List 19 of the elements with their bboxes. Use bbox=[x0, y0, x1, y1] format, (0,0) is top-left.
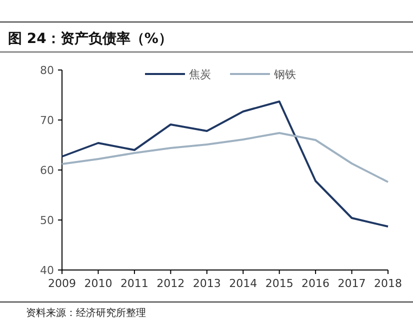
x-tick-label: 2011 bbox=[120, 277, 148, 290]
x-tick-label: 2013 bbox=[192, 277, 221, 290]
y-tick-label: 50 bbox=[40, 214, 54, 227]
legend-label: 钢铁 bbox=[273, 68, 296, 81]
y-tick-label: 80 bbox=[40, 64, 54, 77]
title: 图 24：资产负债率（%） bbox=[8, 31, 172, 47]
x-tick-label: 2014 bbox=[229, 277, 258, 290]
x-tick-label: 2017 bbox=[338, 277, 366, 290]
x-tick-label: 2012 bbox=[156, 277, 185, 290]
y-tick-label: 40 bbox=[40, 264, 54, 277]
legend-label: 焦炭 bbox=[189, 68, 211, 81]
text: 资料来源：经济研究所整理 bbox=[26, 307, 146, 319]
x-tick-label: 2018 bbox=[374, 277, 402, 290]
x-tick-label: 2009 bbox=[48, 277, 76, 290]
x-tick-label: 2016 bbox=[302, 277, 330, 290]
x-tick-label: 2015 bbox=[265, 277, 294, 290]
y-tick-label: 60 bbox=[40, 164, 54, 177]
x-tick-label: 2010 bbox=[84, 277, 112, 290]
y-tick-label: 70 bbox=[40, 114, 54, 127]
